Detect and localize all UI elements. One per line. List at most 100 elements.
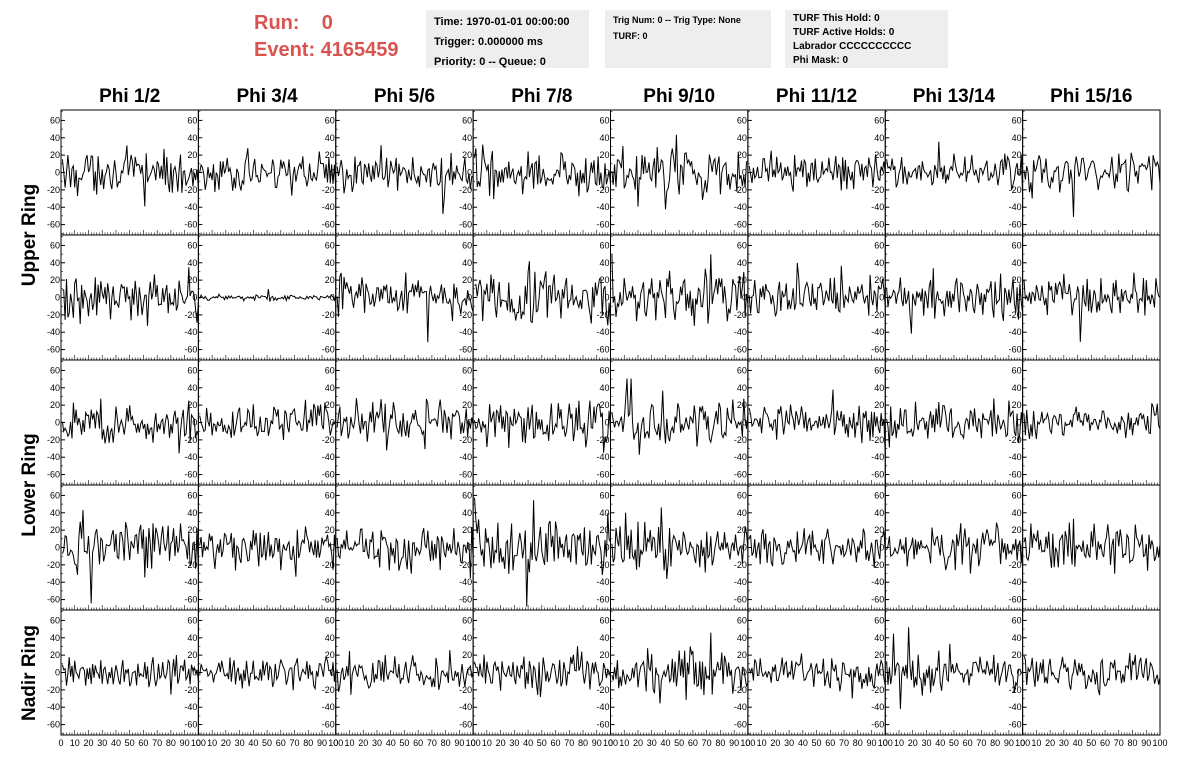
waveform-trace bbox=[1023, 152, 1161, 217]
x-tick-label: 40 bbox=[111, 738, 121, 748]
x-tick-label: 70 bbox=[702, 738, 712, 748]
trigger-text: Trigger: 0.000000 ms bbox=[434, 36, 543, 48]
x-tick-label: 90 bbox=[180, 738, 190, 748]
y-tick-label: 60 bbox=[874, 115, 884, 125]
y-tick-label: -20 bbox=[734, 435, 747, 445]
y-tick-label: -60 bbox=[1009, 345, 1022, 355]
y-tick-label: -60 bbox=[871, 595, 884, 605]
waveform-panel: -60 -40 -20 0 20 40 60 bbox=[871, 484, 1024, 611]
panel-frame bbox=[335, 359, 474, 486]
y-tick-label: -20 bbox=[47, 685, 60, 695]
y-tick-label: 40 bbox=[599, 508, 609, 518]
column-header: Phi 5/6 bbox=[373, 86, 436, 107]
y-tick-label: -20 bbox=[1009, 185, 1022, 195]
x-tick-label: 20 bbox=[633, 738, 643, 748]
waveform-panel: -60 -40 -20 0 20 40 60 bbox=[459, 109, 611, 236]
waveform-trace bbox=[61, 510, 199, 604]
y-tick-label: -40 bbox=[459, 702, 472, 712]
x-tick-label: 100 bbox=[878, 738, 893, 748]
waveform-trace bbox=[474, 144, 611, 200]
x-tick-label: 0 bbox=[333, 738, 338, 748]
y-tick-label: -20 bbox=[871, 185, 884, 195]
y-tick-label: -60 bbox=[322, 220, 335, 230]
waveform-panel: -60 -40 -20 0 20 40 60 bbox=[596, 109, 749, 236]
y-tick-label: 20 bbox=[50, 400, 60, 410]
y-tick-label: 0 bbox=[55, 543, 60, 553]
turf-hold-text: TURF This Hold: 0 bbox=[793, 13, 880, 24]
waveform-panel: -60 -40 -20 0 20 40 60 bbox=[322, 484, 474, 611]
y-tick-label: 60 bbox=[874, 615, 884, 625]
y-tick-label: 40 bbox=[187, 383, 197, 393]
y-tick-label: 20 bbox=[874, 275, 884, 285]
x-tick-label: 20 bbox=[770, 738, 780, 748]
y-tick-label: 20 bbox=[737, 400, 747, 410]
x-tick-label: 20 bbox=[221, 738, 231, 748]
waveform-trace bbox=[886, 522, 1024, 574]
y-tick-label: 60 bbox=[187, 115, 197, 125]
x-tick-label: 10 bbox=[482, 738, 492, 748]
x-tick-label: 0 bbox=[608, 738, 613, 748]
y-tick-label: 60 bbox=[462, 240, 472, 250]
waveform-trace bbox=[1023, 272, 1161, 342]
x-tick-label: 30 bbox=[97, 738, 107, 748]
x-tick-label: 100 bbox=[466, 738, 481, 748]
y-tick-label: 0 bbox=[879, 168, 884, 178]
y-tick-label: 40 bbox=[462, 258, 472, 268]
x-tick-label: 90 bbox=[317, 738, 327, 748]
x-tick-label: 40 bbox=[248, 738, 258, 748]
x-tick-label: 10 bbox=[70, 738, 80, 748]
x-tick-label: 10 bbox=[757, 738, 767, 748]
y-tick-label: 20 bbox=[462, 400, 472, 410]
waveform-trace bbox=[611, 632, 749, 704]
y-tick-label: -60 bbox=[322, 345, 335, 355]
y-tick-label: -20 bbox=[1009, 685, 1022, 695]
y-tick-label: 60 bbox=[599, 115, 609, 125]
y-tick-label: -40 bbox=[734, 452, 747, 462]
waveform-panel: -60 -40 -20 0 20 40 60 bbox=[459, 359, 611, 486]
y-tick-label: 60 bbox=[874, 490, 884, 500]
y-tick-label: 20 bbox=[462, 525, 472, 535]
y-tick-label: 20 bbox=[737, 275, 747, 285]
y-tick-label: -40 bbox=[596, 702, 609, 712]
y-tick-label: 40 bbox=[325, 133, 335, 143]
waveform-trace bbox=[611, 507, 749, 580]
waveform-panel: -60 -40 -20 0 20 40 60 bbox=[47, 109, 199, 236]
event-line: Event: 4165459 bbox=[254, 37, 399, 64]
waveform-trace bbox=[886, 627, 1023, 709]
y-tick-label: 60 bbox=[737, 490, 747, 500]
column-header: Phi 9/10 bbox=[643, 86, 716, 107]
x-tick-label: 60 bbox=[1100, 738, 1110, 748]
x-tick-label: 80 bbox=[303, 738, 313, 748]
x-tick-label: 20 bbox=[358, 738, 368, 748]
priority-text: Priority: 0 -- Queue: 0 bbox=[434, 56, 546, 68]
x-tick-label: 50 bbox=[1086, 738, 1096, 748]
x-tick-label: 40 bbox=[523, 738, 533, 748]
event-value: 4165459 bbox=[320, 39, 399, 61]
waveform-trace bbox=[474, 261, 611, 326]
y-tick-label: -20 bbox=[322, 310, 335, 320]
y-tick-label: 0 bbox=[879, 668, 884, 678]
y-tick-label: 20 bbox=[599, 150, 609, 160]
y-tick-label: -40 bbox=[322, 202, 335, 212]
x-tick-label: 10 bbox=[207, 738, 217, 748]
x-tick-label: 80 bbox=[166, 738, 176, 748]
y-tick-label: 20 bbox=[599, 650, 609, 660]
waveform-trace bbox=[336, 526, 474, 579]
y-tick-label: 0 bbox=[330, 668, 335, 678]
waveform-panel: -60 -40 -20 0 20 40 60 bbox=[871, 359, 1024, 486]
y-tick-label: 0 bbox=[55, 418, 60, 428]
panel-frame bbox=[610, 484, 749, 611]
y-tick-label: 20 bbox=[50, 650, 60, 660]
y-tick-label: -60 bbox=[1009, 720, 1022, 730]
y-tick-label: 60 bbox=[874, 365, 884, 375]
y-tick-label: 40 bbox=[50, 133, 60, 143]
x-tick-label: 20 bbox=[1045, 738, 1055, 748]
y-tick-label: 20 bbox=[1012, 650, 1022, 660]
y-tick-label: 40 bbox=[737, 508, 747, 518]
y-tick-label: 60 bbox=[325, 615, 335, 625]
x-tick-label: 90 bbox=[454, 738, 464, 748]
y-tick-label: -60 bbox=[322, 470, 335, 480]
